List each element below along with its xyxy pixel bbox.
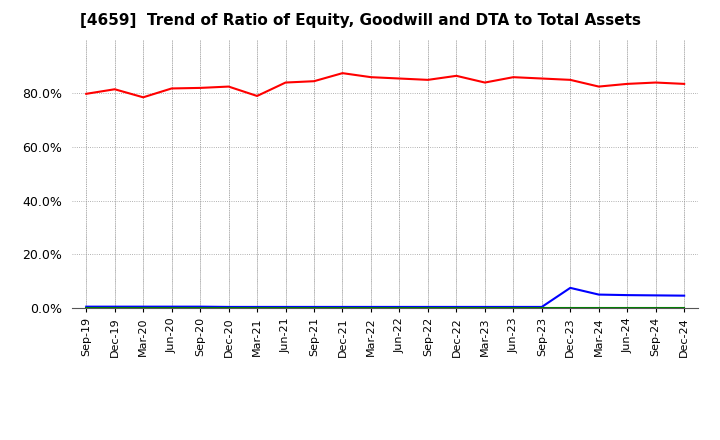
Goodwill — [82, 304, 91, 309]
Equity — [537, 76, 546, 81]
Text: [4659]  Trend of Ratio of Equity, Goodwill and DTA to Total Assets: [4659] Trend of Ratio of Equity, Goodwil… — [79, 13, 641, 28]
Deferred Tax Assets — [225, 305, 233, 310]
Goodwill — [423, 304, 432, 310]
Deferred Tax Assets — [595, 305, 603, 310]
Equity — [282, 80, 290, 85]
Goodwill — [652, 293, 660, 298]
Equity — [480, 80, 489, 85]
Deferred Tax Assets — [338, 305, 347, 310]
Goodwill — [253, 304, 261, 310]
Deferred Tax Assets — [366, 305, 375, 310]
Deferred Tax Assets — [680, 305, 688, 310]
Goodwill — [225, 304, 233, 310]
Deferred Tax Assets — [566, 305, 575, 310]
Goodwill — [139, 304, 148, 309]
Equity — [623, 81, 631, 87]
Equity — [253, 93, 261, 99]
Equity — [196, 85, 204, 91]
Deferred Tax Assets — [282, 305, 290, 310]
Equity — [423, 77, 432, 82]
Goodwill — [110, 304, 119, 309]
Equity — [595, 84, 603, 89]
Equity — [452, 73, 461, 78]
Deferred Tax Assets — [423, 305, 432, 310]
Goodwill — [480, 304, 489, 310]
Equity — [680, 81, 688, 87]
Line: Equity: Equity — [86, 73, 684, 97]
Deferred Tax Assets — [537, 305, 546, 310]
Deferred Tax Assets — [652, 305, 660, 310]
Deferred Tax Assets — [110, 305, 119, 310]
Equity — [310, 79, 318, 84]
Equity — [366, 74, 375, 80]
Equity — [82, 91, 91, 96]
Equity — [338, 70, 347, 76]
Goodwill — [167, 304, 176, 309]
Goodwill — [395, 304, 404, 310]
Equity — [566, 77, 575, 82]
Deferred Tax Assets — [452, 305, 461, 310]
Equity — [652, 80, 660, 85]
Deferred Tax Assets — [167, 305, 176, 310]
Legend: Equity, Goodwill, Deferred Tax Assets: Equity, Goodwill, Deferred Tax Assets — [191, 435, 580, 440]
Goodwill — [338, 304, 347, 310]
Line: Goodwill: Goodwill — [86, 288, 684, 307]
Equity — [110, 87, 119, 92]
Deferred Tax Assets — [253, 305, 261, 310]
Deferred Tax Assets — [310, 305, 318, 310]
Deferred Tax Assets — [139, 305, 148, 310]
Deferred Tax Assets — [480, 305, 489, 310]
Goodwill — [310, 304, 318, 310]
Deferred Tax Assets — [395, 305, 404, 310]
Goodwill — [366, 304, 375, 310]
Goodwill — [623, 293, 631, 298]
Equity — [395, 76, 404, 81]
Goodwill — [537, 304, 546, 310]
Goodwill — [452, 304, 461, 310]
Goodwill — [282, 304, 290, 310]
Equity — [509, 74, 518, 80]
Deferred Tax Assets — [196, 305, 204, 310]
Deferred Tax Assets — [623, 305, 631, 310]
Equity — [225, 84, 233, 89]
Deferred Tax Assets — [82, 305, 91, 310]
Equity — [139, 95, 148, 100]
Equity — [167, 86, 176, 91]
Goodwill — [566, 285, 575, 290]
Goodwill — [680, 293, 688, 298]
Goodwill — [509, 304, 518, 310]
Deferred Tax Assets — [509, 305, 518, 310]
Goodwill — [196, 304, 204, 309]
Goodwill — [595, 292, 603, 297]
